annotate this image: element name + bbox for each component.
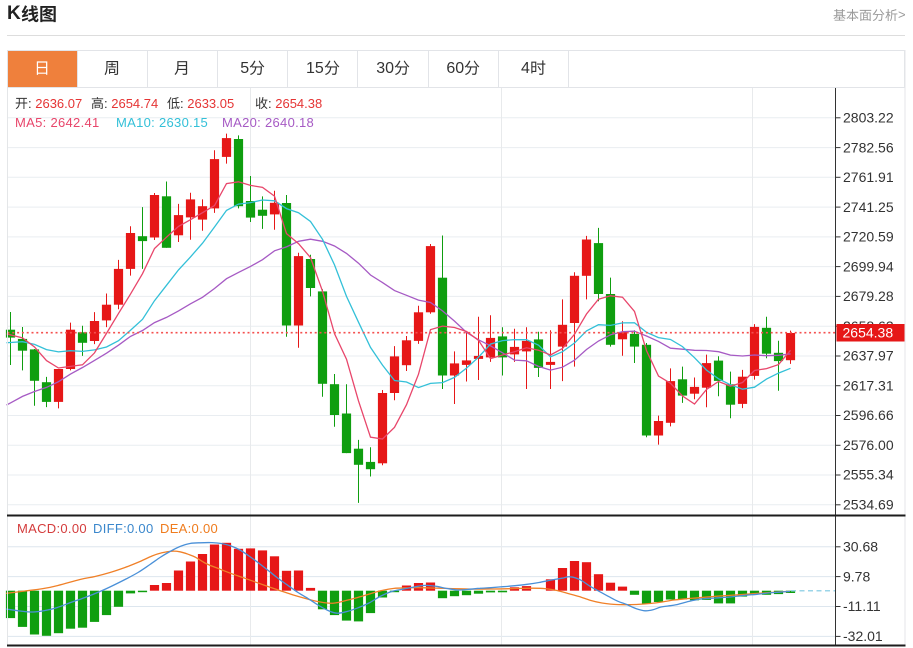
svg-text:2720.59: 2720.59 bbox=[843, 229, 894, 245]
svg-text:-32.01: -32.01 bbox=[843, 628, 883, 644]
svg-text:2761.91: 2761.91 bbox=[843, 169, 894, 185]
svg-text:2679.28: 2679.28 bbox=[843, 288, 894, 304]
svg-text:2803.22: 2803.22 bbox=[843, 110, 894, 126]
svg-text:9.78: 9.78 bbox=[843, 568, 870, 584]
svg-text:2699.94: 2699.94 bbox=[843, 258, 894, 274]
svg-text:2576.00: 2576.00 bbox=[843, 437, 894, 453]
svg-text:2534.69: 2534.69 bbox=[843, 497, 894, 513]
svg-text:2555.34: 2555.34 bbox=[843, 467, 894, 483]
svg-text:30.68: 30.68 bbox=[843, 539, 878, 555]
svg-text:2637.97: 2637.97 bbox=[843, 348, 894, 364]
svg-text:2617.31: 2617.31 bbox=[843, 377, 894, 393]
svg-text:2782.56: 2782.56 bbox=[843, 139, 894, 155]
svg-text:2596.66: 2596.66 bbox=[843, 407, 894, 423]
svg-text:2741.25: 2741.25 bbox=[843, 199, 894, 215]
svg-text:2654.38: 2654.38 bbox=[843, 325, 894, 341]
svg-text:-11.11: -11.11 bbox=[843, 598, 881, 614]
